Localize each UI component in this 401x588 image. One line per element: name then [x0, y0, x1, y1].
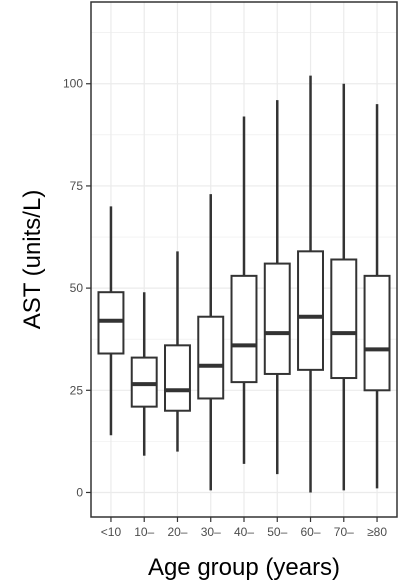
x-tick-label: <10: [101, 525, 122, 539]
box-series: [97, 75, 391, 493]
y-tick-label: 50: [70, 281, 84, 295]
box-1: [130, 292, 158, 456]
y-tick-label: 25: [70, 383, 84, 397]
box-body: [363, 274, 391, 392]
box-4: [230, 116, 258, 464]
x-tick-label: 50–: [267, 525, 287, 539]
box-body: [130, 356, 158, 408]
x-tick-label: 30–: [201, 525, 221, 539]
box-3: [197, 194, 225, 491]
y-axis-title: AST (units/L): [19, 190, 46, 330]
box-body: [197, 315, 225, 400]
box-body: [297, 250, 324, 371]
y-tick-label: 100: [63, 77, 83, 91]
box-body: [230, 274, 258, 384]
y-tick-label: 75: [70, 179, 84, 193]
box-body: [330, 258, 358, 380]
x-tick-label: 20–: [167, 525, 187, 539]
box-body: [164, 344, 191, 412]
x-tick-label: 60–: [301, 525, 321, 539]
y-axis: 0 25 50 75 100: [63, 77, 91, 499]
box-6: [297, 75, 324, 493]
box-body: [263, 262, 291, 375]
box-body: [97, 291, 125, 355]
x-axis: <10 10– 20– 30– 40– 50– 60– 70– ≥80: [101, 517, 387, 539]
box-0: [97, 206, 125, 436]
x-tick-label: 40–: [234, 525, 254, 539]
x-tick-label: ≥80: [367, 525, 387, 539]
x-tick-label: 70–: [334, 525, 354, 539]
x-tick-label: 10–: [134, 525, 154, 539]
box-7: [330, 83, 358, 491]
box-5: [263, 100, 291, 475]
x-axis-title: Age group (years): [148, 554, 340, 581]
box-2: [164, 251, 191, 452]
box-8: [363, 104, 391, 489]
y-tick-label: 0: [76, 485, 83, 499]
